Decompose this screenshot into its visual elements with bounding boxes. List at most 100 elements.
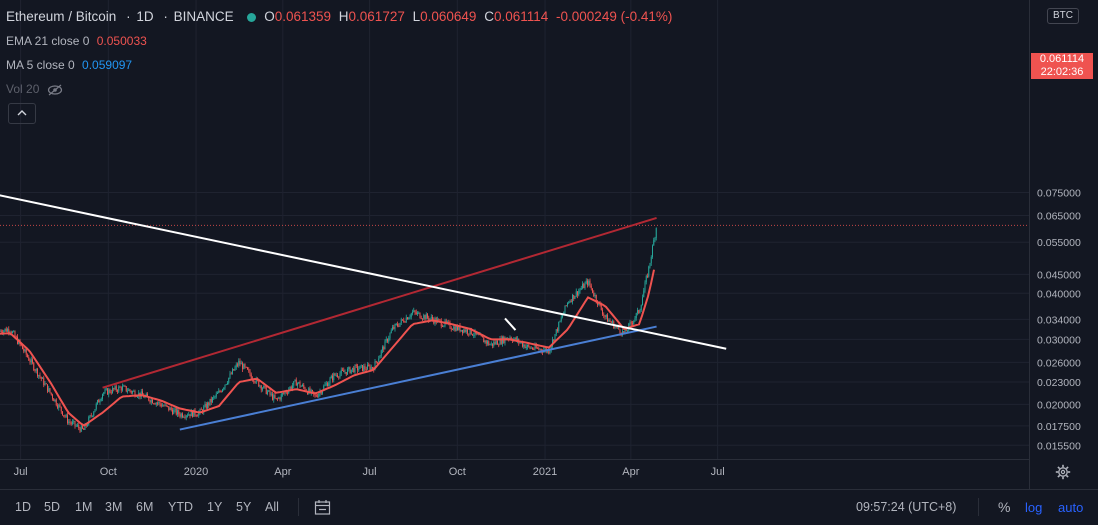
candle-body	[73, 421, 75, 422]
time-tick-label: 2021	[533, 466, 557, 478]
candle-body	[553, 339, 555, 342]
candle-body	[339, 373, 341, 378]
candle-body	[20, 343, 22, 346]
candle-body	[283, 393, 285, 395]
toolbar-divider	[978, 498, 979, 516]
candle-body	[245, 366, 247, 368]
ma-legend[interactable]: MA 5 close 0 0.059097	[6, 58, 136, 72]
candle-body	[630, 322, 632, 324]
vol-legend[interactable]: Vol 20	[6, 82, 63, 96]
candle-body	[379, 355, 381, 359]
candle-body	[297, 383, 298, 386]
candle-body	[294, 379, 296, 382]
range-5d-button[interactable]: 5D	[44, 500, 60, 514]
candle-body	[522, 342, 523, 347]
candle-body	[655, 228, 657, 238]
candle-body	[37, 368, 38, 377]
candle-body	[295, 379, 297, 386]
candle-body	[115, 386, 117, 391]
candle-body	[163, 405, 165, 407]
candle-body	[450, 328, 452, 330]
candle-body	[50, 392, 52, 395]
candle-body	[595, 295, 597, 302]
range-1y-button[interactable]: 1Y	[207, 500, 223, 514]
time-tick-label: 2020	[184, 466, 208, 478]
candle-body	[148, 396, 150, 401]
candle-body	[10, 331, 12, 334]
close-value: 0.061114	[493, 9, 549, 24]
candle-body	[354, 365, 356, 373]
candle-body	[118, 386, 120, 392]
auto-scale-button[interactable]: auto	[1058, 500, 1084, 515]
price-tick-label: 0.030000	[1037, 334, 1081, 346]
log-scale-button[interactable]: log	[1025, 500, 1043, 515]
candle-body	[455, 325, 457, 331]
candle-body	[35, 368, 37, 371]
candle-body	[398, 325, 400, 327]
candle-body	[103, 392, 105, 395]
candle-body	[280, 394, 282, 400]
clock-label[interactable]: 09:57:24 (UTC+8)	[856, 500, 957, 514]
range-all-button[interactable]: All	[265, 500, 279, 514]
collapse-legend-button[interactable]	[8, 103, 36, 124]
ema-legend[interactable]: EMA 21 close 0 0.050033	[6, 34, 151, 48]
candle-body	[185, 415, 187, 418]
time-tick-label: Jul	[711, 466, 725, 478]
descending-trendline	[0, 194, 727, 350]
chart-lines	[0, 194, 1029, 431]
candle-body	[169, 407, 171, 411]
candle-body	[515, 337, 517, 341]
candle-body	[539, 349, 541, 350]
candle-body	[568, 302, 570, 304]
range-3m-button[interactable]: 3M	[105, 500, 123, 514]
price-tick-label: 0.065000	[1037, 210, 1081, 222]
candle-body	[322, 390, 323, 394]
low-label: L	[412, 9, 421, 24]
symbol-legend[interactable]: Ethereum / Bitcoin · 1D · BINANCE O0.061…	[6, 9, 676, 24]
candle-body	[233, 369, 235, 371]
ma-value: 0.059097	[82, 58, 133, 72]
candle-body	[639, 310, 641, 313]
gear-icon[interactable]	[1055, 464, 1071, 480]
candle-body	[102, 394, 103, 399]
candle-body	[48, 388, 50, 392]
calendar-range-icon[interactable]	[314, 499, 332, 516]
candle-body	[465, 329, 467, 332]
countdown-tag: 22:02:36	[1031, 66, 1093, 79]
candle-body	[133, 390, 135, 392]
candle-body	[9, 331, 11, 333]
candle-body	[478, 333, 480, 336]
eye-off-icon[interactable]	[47, 84, 63, 96]
range-1m-button[interactable]: 1M	[75, 500, 93, 514]
candle-body	[602, 309, 603, 315]
candle-body	[179, 414, 181, 417]
candle-body	[550, 346, 552, 350]
percent-scale-button[interactable]: %	[998, 499, 1011, 515]
candle-body	[99, 400, 101, 403]
candle-body	[238, 360, 240, 366]
candle-body	[274, 395, 276, 399]
candle-body	[42, 377, 43, 379]
candle-body	[527, 344, 528, 347]
candle-body	[642, 297, 643, 306]
range-5y-button[interactable]: 5Y	[236, 500, 252, 514]
candle-body	[638, 310, 640, 313]
range-1d-button[interactable]: 1D	[15, 500, 31, 514]
range-6m-button[interactable]: 6M	[136, 500, 154, 514]
candle-body	[485, 340, 487, 344]
candle-body	[525, 346, 527, 349]
candle-body	[324, 384, 326, 386]
candle-body	[589, 280, 591, 286]
candle-body	[113, 388, 115, 390]
candle-body	[272, 393, 273, 400]
currency-badge[interactable]: BTC	[1047, 8, 1079, 24]
candle-body	[648, 266, 650, 277]
candle-body	[605, 314, 607, 317]
range-ytd-button[interactable]: YTD	[168, 500, 193, 514]
candle-body	[327, 383, 328, 387]
high-label: H	[338, 9, 349, 24]
candle-body	[357, 365, 358, 371]
candle-body	[645, 276, 647, 283]
candle-body	[88, 417, 90, 425]
